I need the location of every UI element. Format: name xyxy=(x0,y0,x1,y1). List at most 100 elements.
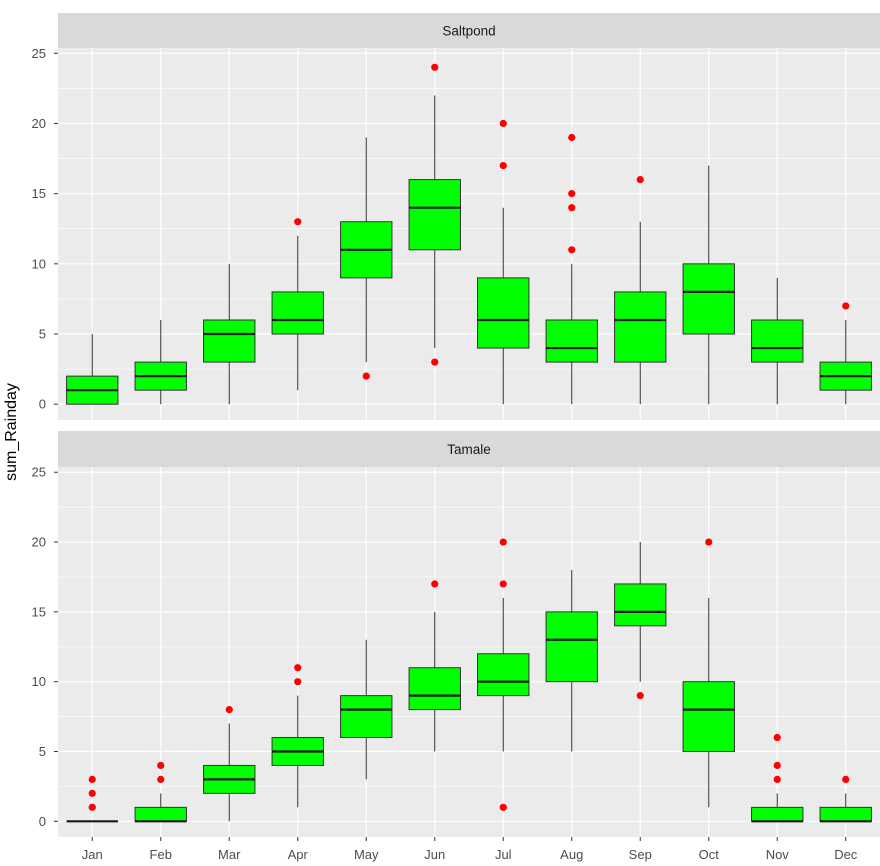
box-iqr xyxy=(134,806,187,822)
box-jan xyxy=(66,334,119,405)
box-iqr xyxy=(751,806,804,822)
outlier-point xyxy=(568,133,576,142)
outlier-point xyxy=(499,580,507,588)
box-jul xyxy=(477,538,530,811)
outlier-point xyxy=(294,678,302,686)
facet-panel-saltpond: Saltpond 0 5 10 15 20 25 xyxy=(32,13,880,420)
x-tick-label: Nov xyxy=(766,847,790,862)
outlier-point xyxy=(842,775,850,784)
box-mar xyxy=(203,705,256,822)
outlier-point xyxy=(636,692,644,700)
outlier-point xyxy=(773,733,781,742)
outlier-point xyxy=(157,775,165,784)
outlier-point xyxy=(499,803,507,811)
box-feb xyxy=(134,319,187,405)
facet-strip-label: Tamale xyxy=(447,442,491,457)
y-tick-label: 15 xyxy=(32,604,46,619)
outlier-point xyxy=(431,580,439,588)
outlier-point xyxy=(568,246,576,254)
outlier-point xyxy=(499,119,507,128)
box-apr xyxy=(271,218,324,391)
box-dec xyxy=(819,775,872,823)
y-tick-label: 25 xyxy=(32,46,46,61)
outlier-point xyxy=(842,302,850,310)
box-iqr xyxy=(682,681,735,752)
x-tick-label: Dec xyxy=(834,847,858,862)
y-tick-label: 5 xyxy=(39,744,46,759)
box-jun xyxy=(408,63,461,366)
outlier-point xyxy=(773,775,781,784)
box-oct xyxy=(682,538,735,808)
facet-strip xyxy=(58,431,880,467)
outlier-point xyxy=(294,218,302,226)
box-jan xyxy=(66,775,118,823)
box-nov xyxy=(751,277,804,405)
outlier-point xyxy=(773,761,781,770)
x-tick-label: Sep xyxy=(629,847,652,862)
x-tick-label: Mar xyxy=(218,847,241,862)
box-iqr xyxy=(682,263,735,335)
box-iqr xyxy=(340,695,393,739)
y-tick-label: 10 xyxy=(32,674,46,689)
box-dec xyxy=(819,302,872,405)
x-tick-label: May xyxy=(354,847,379,862)
panel-background xyxy=(58,467,880,837)
box-mar xyxy=(203,263,256,405)
box-may xyxy=(340,639,393,780)
y-tick-label: 20 xyxy=(32,116,46,131)
box-apr xyxy=(271,664,324,808)
box-iqr xyxy=(545,319,598,363)
box-iqr xyxy=(477,277,530,349)
outlier-point xyxy=(431,63,439,71)
x-tick-label: Aug xyxy=(560,847,583,862)
box-nov xyxy=(751,733,804,823)
box-oct xyxy=(682,165,735,405)
y-tick-label: 20 xyxy=(32,535,46,550)
box-may xyxy=(340,137,393,380)
x-tick-label: Jun xyxy=(424,847,445,862)
box-iqr xyxy=(614,583,667,627)
outlier-point xyxy=(294,664,302,672)
y-tick-label: 0 xyxy=(39,397,46,412)
facet-strip xyxy=(58,13,880,48)
x-tick-label: Jan xyxy=(82,847,103,862)
x-tick-label: Apr xyxy=(288,847,309,862)
box-jun xyxy=(408,580,461,752)
y-tick-label: 25 xyxy=(32,465,46,480)
box-aug xyxy=(545,569,598,752)
outlier-point xyxy=(157,761,165,770)
y-tick-label: 10 xyxy=(32,256,46,271)
box-iqr xyxy=(545,611,598,683)
box-iqr xyxy=(408,667,461,711)
y-tick-label: 5 xyxy=(39,327,46,342)
y-tick-label: 15 xyxy=(32,186,46,201)
outlier-point xyxy=(88,803,96,811)
y-axis-title: sum_Rainday xyxy=(3,383,20,481)
x-tick-label: Oct xyxy=(699,847,720,862)
box-iqr xyxy=(203,319,256,363)
outlier-point xyxy=(362,372,370,380)
box-iqr xyxy=(477,653,530,697)
outlier-point xyxy=(499,161,507,170)
y-tick-label: 0 xyxy=(39,814,46,829)
outlier-point xyxy=(499,538,507,546)
box-iqr xyxy=(751,319,804,363)
box-feb xyxy=(134,761,187,823)
panel-background xyxy=(58,48,880,420)
x-tick-label: Jul xyxy=(495,847,512,862)
box-iqr xyxy=(271,291,324,335)
outlier-point xyxy=(225,705,233,714)
box-aug xyxy=(545,133,598,405)
box-iqr xyxy=(408,179,461,251)
outlier-point xyxy=(88,775,96,784)
x-tick-label: Feb xyxy=(150,847,172,862)
outlier-point xyxy=(431,358,439,366)
facet-strip-label: Saltpond xyxy=(442,24,495,39)
box-sep xyxy=(614,542,667,700)
outlier-point xyxy=(636,176,644,184)
outlier-point xyxy=(705,538,713,546)
outlier-point xyxy=(88,789,96,797)
box-jul xyxy=(477,119,530,405)
box-iqr xyxy=(614,291,667,363)
